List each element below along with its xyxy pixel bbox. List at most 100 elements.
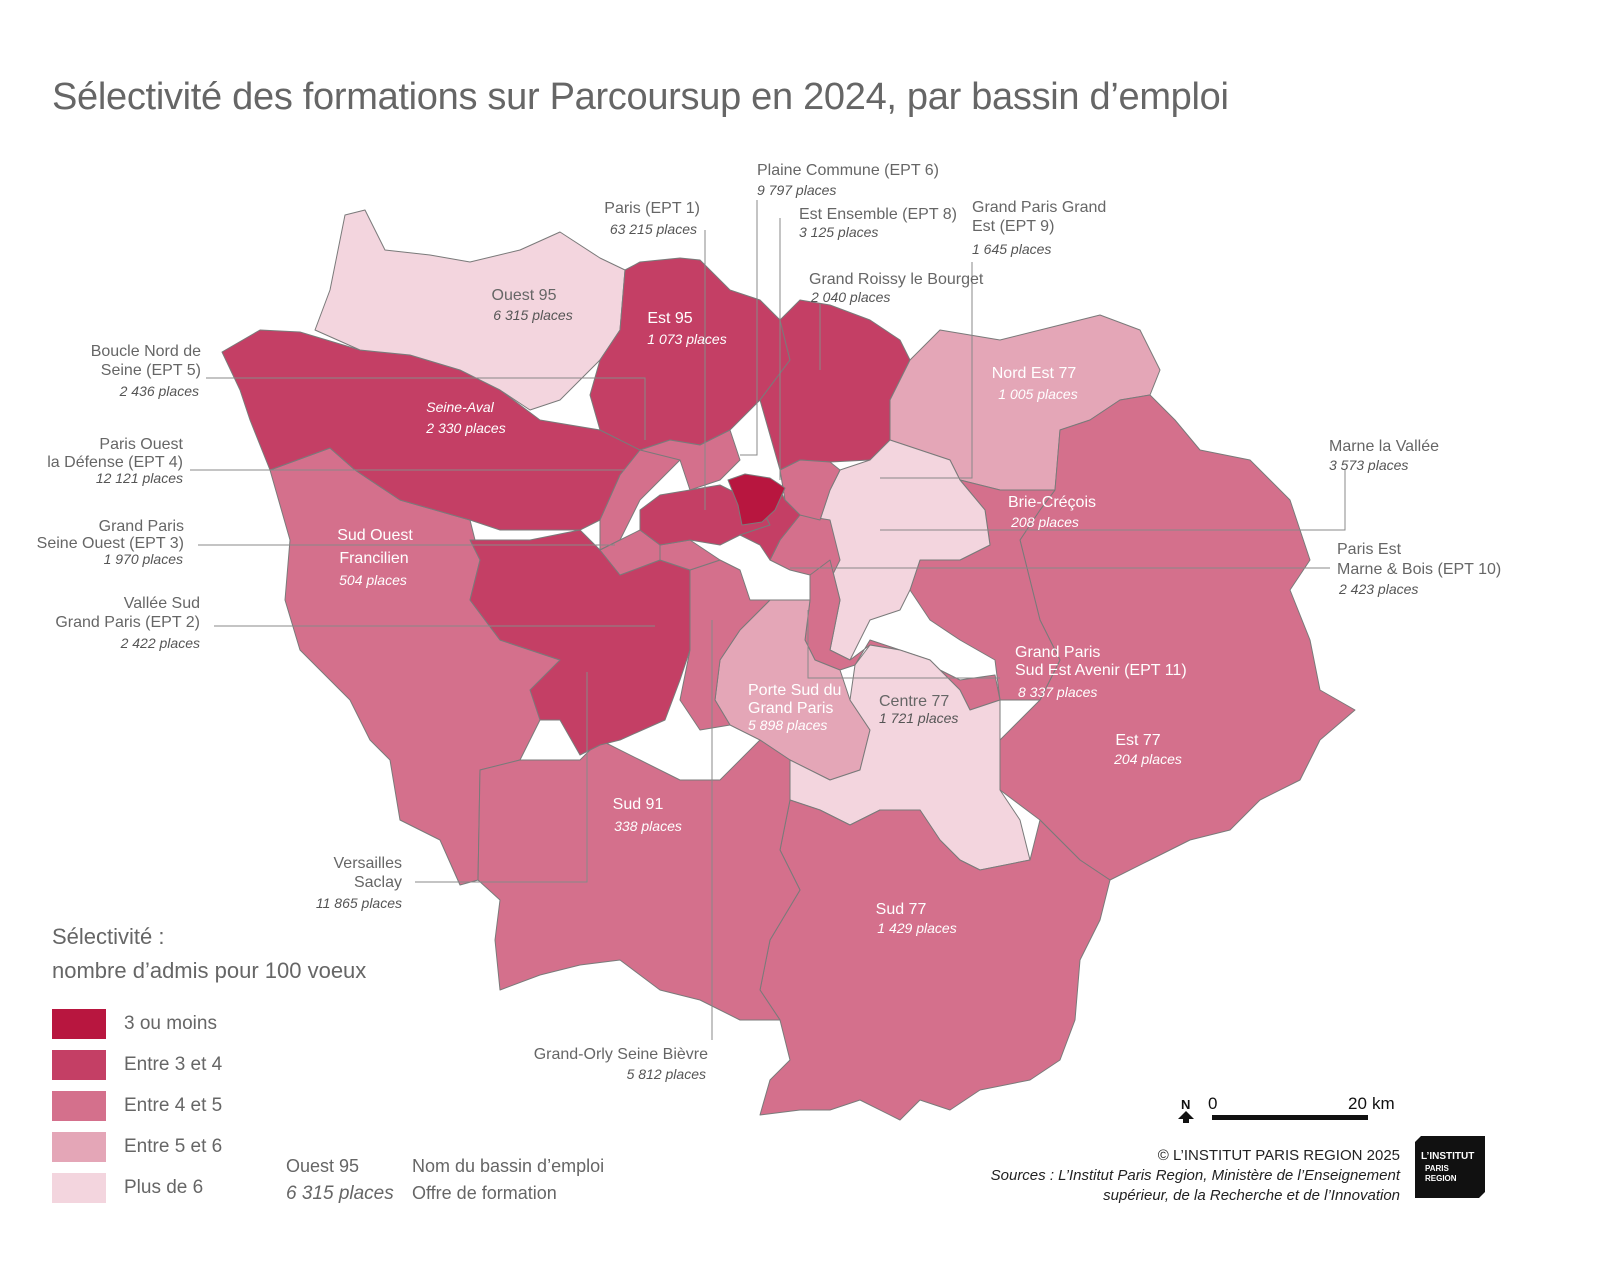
legend-item-2: Entre 3 et 4 — [52, 1050, 222, 1080]
legend-example: Ouest 95 6 315 places — [286, 1153, 394, 1207]
label-roissy-places: 2 040 places — [810, 289, 890, 305]
label-marne-name: Marne la Vallée — [1329, 438, 1439, 455]
legend-title: Sélectivité : nombre d’admis pour 100 vo… — [52, 920, 366, 988]
logo-line3: REGION — [1425, 1174, 1457, 1183]
label-gosb-name: Grand-Orly Seine Bièvre — [534, 1046, 708, 1063]
legend-example-places-desc: Offre de formation — [412, 1183, 557, 1203]
label-pold-name1: Paris Ouest — [99, 436, 183, 453]
legend-item-3: Entre 4 et 5 — [52, 1091, 222, 1121]
label-roissy-name: Grand Roissy le Bourget — [809, 271, 984, 288]
legend-title-line2: nombre d’admis pour 100 voeux — [52, 958, 367, 983]
label-sudouest-name1: Sud Ouest — [337, 527, 413, 544]
legend-label: Plus de 6 — [124, 1177, 204, 1198]
label-marne-places: 3 573 places — [1329, 457, 1408, 473]
legend-example-name: Ouest 95 — [286, 1156, 360, 1176]
north-label: N — [1181, 1097, 1190, 1112]
label-ouest95-name: Ouest 95 — [492, 287, 557, 304]
institut-paris-region-logo: L’INSTITUT PARIS REGION — [1415, 1136, 1485, 1198]
legend-label: Entre 5 et 6 — [124, 1136, 223, 1157]
label-gpge-places: 1 645 places — [972, 241, 1051, 257]
legend-swatch — [52, 1050, 106, 1080]
label-gpsea-name2: Sud Est Avenir (EPT 11) — [1015, 662, 1187, 679]
north-arrow-icon — [1178, 1111, 1194, 1123]
label-versailles-name2: Saclay — [354, 874, 402, 891]
region-est-95 — [589, 257, 791, 451]
label-boucle-name1: Boucle Nord de — [91, 343, 201, 360]
legend-title-line1: Sélectivité : — [52, 924, 165, 949]
label-paris-name: Paris (EPT 1) — [604, 200, 700, 217]
legend-example-desc: Nom du bassin d’emploi Offre de formatio… — [412, 1153, 604, 1207]
label-nordest77-name: Nord Est 77 — [992, 365, 1077, 382]
legend-swatch — [52, 1173, 106, 1203]
label-gpso-places: 1 970 places — [104, 551, 183, 567]
label-seineaval-places: 2 330 places — [425, 420, 505, 436]
label-sud77-places: 1 429 places — [877, 920, 956, 936]
sources-line1: Sources : L’Institut Paris Region, Minis… — [990, 1167, 1400, 1184]
sources-line2: supérieur, de la Recherche et de l’Innov… — [1103, 1187, 1400, 1204]
label-est77-places: 204 places — [1113, 751, 1182, 767]
label-portesud-places: 5 898 places — [748, 717, 827, 733]
legend-label: Entre 4 et 5 — [124, 1095, 223, 1116]
label-brie-name: Brie-Créçois — [1008, 494, 1096, 511]
label-sud91-name: Sud 91 — [613, 796, 664, 813]
legend-label: 3 ou moins — [124, 1013, 217, 1034]
scale-unit: km — [1372, 1095, 1395, 1113]
legend-item-1: 3 ou moins — [52, 1009, 217, 1039]
label-pold-places: 12 121 places — [96, 470, 183, 486]
copyright: © L’INSTITUT PARIS REGION 2025 — [1157, 1147, 1400, 1164]
label-gpso-name2: Seine Ouest (EPT 3) — [37, 535, 184, 552]
label-boucle-name2: Seine (EPT 5) — [101, 362, 201, 379]
label-pold-name2: la Défense (EPT 4) — [47, 454, 183, 471]
label-pemb-name1: Paris Est — [1337, 541, 1402, 558]
logo-line1: L’INSTITUT — [1421, 1151, 1474, 1162]
label-gpge-name2: Est (EPT 9) — [972, 218, 1054, 235]
label-pemb-places: 2 423 places — [1338, 581, 1418, 597]
label-gpsea-name1: Grand Paris — [1015, 644, 1100, 661]
label-sudouest-places: 504 places — [339, 572, 407, 588]
legend-label: Entre 3 et 4 — [124, 1054, 223, 1075]
scale-line — [1212, 1115, 1368, 1120]
label-centre77-places: 1 721 places — [879, 710, 958, 726]
scale-start: 0 — [1208, 1095, 1217, 1113]
label-versailles-name1: Versailles — [334, 855, 402, 872]
label-gosb-places: 5 812 places — [627, 1066, 706, 1082]
label-sudouest-name2: Francilien — [339, 550, 408, 567]
region-plaine-commune — [727, 473, 786, 526]
label-versailles-places: 11 865 places — [316, 895, 402, 911]
legend-item-5: Plus de 6 — [52, 1173, 203, 1203]
legend-example-places: 6 315 places — [286, 1183, 394, 1204]
legend-item-4: Entre 5 et 6 — [52, 1132, 222, 1162]
label-seineaval-name: Seine-Aval — [426, 399, 494, 415]
label-plaine-places: 9 797 places — [757, 182, 836, 198]
legend-swatch — [52, 1091, 106, 1121]
map-title: Sélectivité des formations sur Parcoursu… — [52, 76, 1229, 118]
label-estens-name: Est Ensemble (EPT 8) — [799, 206, 957, 223]
legend-swatch — [52, 1009, 106, 1039]
label-est95-name: Est 95 — [647, 310, 692, 327]
credits: © L’INSTITUT PARIS REGION 2025 Sources :… — [991, 1146, 1400, 1206]
label-est95-places: 1 073 places — [647, 331, 726, 347]
label-sud77-name: Sud 77 — [876, 901, 927, 918]
region-sud-77 — [759, 799, 1111, 1121]
logo-line2: PARIS — [1425, 1164, 1450, 1173]
label-pemb-name2: Marne & Bois (EPT 10) — [1337, 561, 1501, 578]
label-brie-places: 208 places — [1010, 514, 1079, 530]
label-portesud-name2: Grand Paris — [748, 700, 833, 717]
label-est77-name: Est 77 — [1115, 732, 1160, 749]
label-gpsea-places: 8 337 places — [1018, 684, 1097, 700]
label-paris-places: 63 215 places — [610, 221, 697, 237]
label-gpso-name1: Grand Paris — [99, 518, 184, 535]
label-vsgp-name2: Grand Paris (EPT 2) — [55, 614, 200, 631]
scale-bar: N 0 20 km — [1178, 1095, 1395, 1123]
label-centre77-name: Centre 77 — [879, 693, 949, 710]
label-ouest95-places: 6 315 places — [493, 307, 572, 323]
region-grand-orly — [679, 559, 771, 731]
label-gpge-name1: Grand Paris Grand — [972, 199, 1106, 216]
legend-swatch — [52, 1132, 106, 1162]
region-sud-91 — [477, 739, 801, 1021]
legend-example-name-desc: Nom du bassin d’emploi — [412, 1156, 605, 1176]
label-estens-places: 3 125 places — [799, 224, 878, 240]
region-boucle-nord — [639, 429, 741, 491]
label-nordest77-places: 1 005 places — [998, 386, 1077, 402]
